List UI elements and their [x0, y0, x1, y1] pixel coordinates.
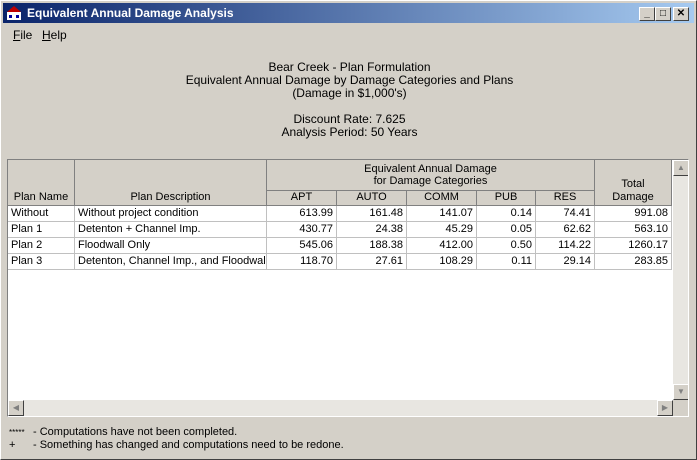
scroll-right-button[interactable]: ▶: [657, 400, 673, 416]
header-damage-group-line1: Equivalent Annual Damage: [364, 163, 497, 175]
header-damage-group: Equivalent Annual Damage for Damage Cate…: [267, 160, 595, 191]
report-heading: Bear Creek - Plan Formulation Equivalent…: [1, 61, 697, 139]
cell-res[interactable]: 114.22: [536, 238, 595, 254]
cell-res[interactable]: 74.41: [536, 206, 595, 222]
cell-comm[interactable]: 412.00: [407, 238, 477, 254]
cell-auto[interactable]: 24.38: [337, 222, 407, 238]
title-bar[interactable]: Equivalent Annual Damage Analysis _ □ ✕: [3, 3, 694, 23]
cell-plan-name[interactable]: Plan 1: [8, 222, 75, 238]
header-cat-res[interactable]: RES: [536, 191, 595, 206]
menu-file-label: ile: [20, 28, 33, 42]
menu-help[interactable]: Help: [42, 28, 67, 42]
legend-symbol-asterisks: *****: [9, 428, 25, 437]
cell-res[interactable]: 29.14: [536, 254, 595, 270]
cell-pub[interactable]: 0.11: [477, 254, 536, 270]
table-row[interactable]: Plan 1 Detenton + Channel Imp. 430.77 24…: [8, 222, 672, 238]
cell-plan-name[interactable]: Plan 2: [8, 238, 75, 254]
cell-comm[interactable]: 141.07: [407, 206, 477, 222]
cell-plan-name[interactable]: Without: [8, 206, 75, 222]
cell-plan-description[interactable]: Floodwall Only: [75, 238, 267, 254]
cell-auto[interactable]: 188.38: [337, 238, 407, 254]
header-plan-description[interactable]: Plan Description: [75, 160, 267, 206]
table-row[interactable]: Plan 2 Floodwall Only 545.06 188.38 412.…: [8, 238, 672, 254]
cell-plan-name[interactable]: Plan 3: [8, 254, 75, 270]
legend-not-computed: ***** - Computations have not been comple…: [9, 426, 237, 438]
table-row[interactable]: Plan 3 Detenton, Channel Imp., and Flood…: [8, 254, 672, 270]
app-icon: [7, 6, 21, 20]
cell-res[interactable]: 62.62: [536, 222, 595, 238]
table-row[interactable]: Without Without project condition 613.99…: [8, 206, 672, 222]
cell-plan-description[interactable]: Without project condition: [75, 206, 267, 222]
legend-text-not-computed: - Computations have not been completed.: [33, 426, 238, 438]
legend-changed: + - Something has changed and computation…: [9, 439, 344, 451]
cell-comm[interactable]: 108.29: [407, 254, 477, 270]
cell-total[interactable]: 563.10: [595, 222, 672, 238]
vertical-scrollbar[interactable]: ▲ ▼: [673, 160, 688, 400]
header-plan-name[interactable]: Plan Name: [8, 160, 75, 206]
cell-apt[interactable]: 430.77: [267, 222, 337, 238]
report-units: (Damage in $1,000's): [292, 86, 407, 100]
cell-pub[interactable]: 0.50: [477, 238, 536, 254]
horizontal-scrollbar[interactable]: ◀ ▶: [8, 400, 673, 416]
header-plan-name-label: Plan Name: [13, 191, 69, 203]
cell-plan-description[interactable]: Detenton, Channel Imp., and Floodwall: [75, 254, 267, 270]
header-total-damage[interactable]: Total Damage: [595, 160, 672, 206]
menu-bar: File Help: [3, 25, 694, 45]
damage-table: Plan Name Plan Description Equivalent An…: [7, 159, 689, 417]
close-button[interactable]: ✕: [673, 7, 689, 21]
header-damage-group-line2: for Damage Categories: [373, 175, 488, 187]
menu-help-label: elp: [50, 28, 67, 42]
header-total-line1: Total: [621, 178, 645, 190]
window-title: Equivalent Annual Damage Analysis: [27, 6, 234, 20]
cell-pub[interactable]: 0.05: [477, 222, 536, 238]
menu-file-accel: F: [13, 28, 21, 42]
minimize-button[interactable]: _: [639, 7, 655, 21]
menu-help-accel: H: [42, 28, 51, 42]
maximize-button[interactable]: □: [655, 7, 671, 21]
cell-auto[interactable]: 27.61: [337, 254, 407, 270]
scroll-left-button[interactable]: ◀: [8, 400, 24, 416]
legend-symbol-plus: +: [9, 439, 16, 451]
cell-auto[interactable]: 161.48: [337, 206, 407, 222]
header-cat-pub[interactable]: PUB: [477, 191, 536, 206]
header-cat-comm[interactable]: COMM: [407, 191, 477, 206]
cell-apt[interactable]: 118.70: [267, 254, 337, 270]
discount-rate: Discount Rate: 7.625: [293, 112, 406, 126]
project-title: Bear Creek - Plan Formulation: [268, 60, 431, 74]
cell-apt[interactable]: 613.99: [267, 206, 337, 222]
cell-total[interactable]: 1260.17: [595, 238, 672, 254]
scroll-down-button[interactable]: ▼: [673, 384, 688, 400]
header-total-line2: Damage: [612, 191, 654, 203]
cell-comm[interactable]: 45.29: [407, 222, 477, 238]
menu-file[interactable]: File: [13, 28, 32, 42]
report-title: Equivalent Annual Damage by Damage Categ…: [185, 73, 514, 87]
header-plan-description-label: Plan Description: [130, 191, 211, 203]
scroll-up-button[interactable]: ▲: [673, 160, 688, 176]
header-cat-apt[interactable]: APT: [267, 191, 337, 206]
legend-text-changed: - Something has changed and computations…: [33, 439, 344, 451]
scrollbar-corner: [673, 400, 688, 416]
cell-plan-description[interactable]: Detenton + Channel Imp.: [75, 222, 267, 238]
header-cat-auto[interactable]: AUTO: [337, 191, 407, 206]
cell-total[interactable]: 991.08: [595, 206, 672, 222]
cell-apt[interactable]: 545.06: [267, 238, 337, 254]
analysis-period: Analysis Period: 50 Years: [281, 125, 418, 139]
cell-pub[interactable]: 0.14: [477, 206, 536, 222]
cell-total[interactable]: 283.85: [595, 254, 672, 270]
